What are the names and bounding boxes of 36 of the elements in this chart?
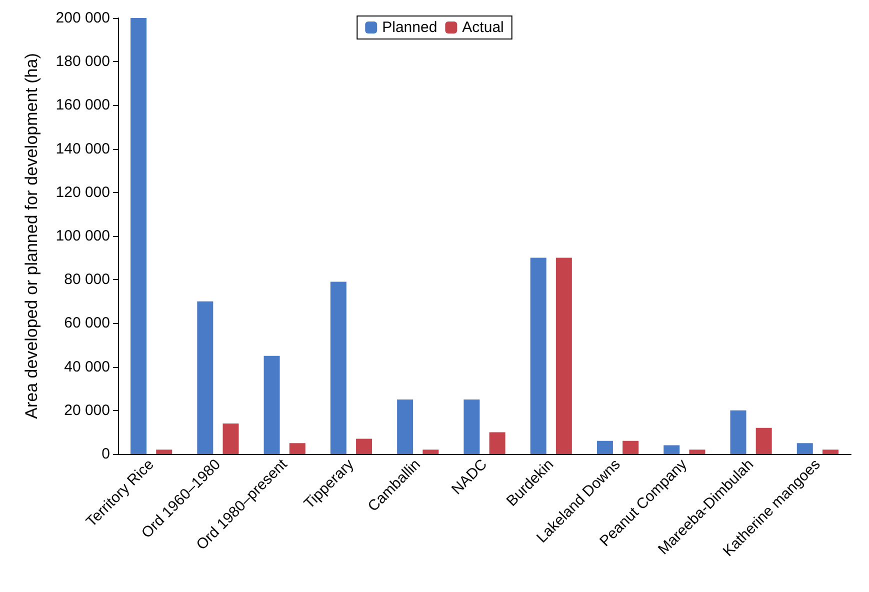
bar: [530, 258, 546, 454]
bar: [397, 400, 414, 454]
y-tick-label: 80 000: [64, 271, 110, 288]
y-axis-title: Area developed or planned for development (ha): [22, 53, 41, 419]
bar: [489, 432, 506, 454]
bar: [756, 428, 772, 454]
legend-label: Planned: [382, 19, 438, 36]
bar: [664, 445, 680, 454]
bar: [796, 443, 813, 454]
y-tick-label: 140 000: [56, 140, 110, 158]
bar: [730, 410, 746, 454]
bar: [422, 450, 439, 454]
bar: [689, 450, 706, 454]
y-tick-label: 40 000: [64, 358, 110, 376]
bar: [264, 356, 280, 454]
y-tick-label: 100 000: [56, 228, 110, 244]
bar: [222, 423, 239, 454]
y-tick-label: 0: [102, 446, 110, 462]
bar: [596, 440, 613, 454]
y-tick-label: 200 000: [56, 10, 110, 26]
bar: [330, 282, 346, 454]
bar: [356, 438, 372, 454]
bar: [556, 258, 572, 454]
y-tick-label: 120 000: [56, 184, 110, 201]
y-tick-label: 160 000: [56, 96, 110, 114]
bar: [622, 440, 639, 454]
bar: [289, 443, 306, 454]
bar: [464, 400, 480, 454]
bar: [197, 301, 214, 454]
bar: [156, 450, 172, 454]
bar: [822, 450, 838, 454]
y-tick-label: 60 000: [64, 314, 110, 332]
bar: [130, 18, 147, 454]
legend-label: Actual: [462, 19, 504, 36]
y-tick-label: 180 000: [56, 53, 110, 70]
y-tick-label: 20 000: [64, 402, 110, 419]
